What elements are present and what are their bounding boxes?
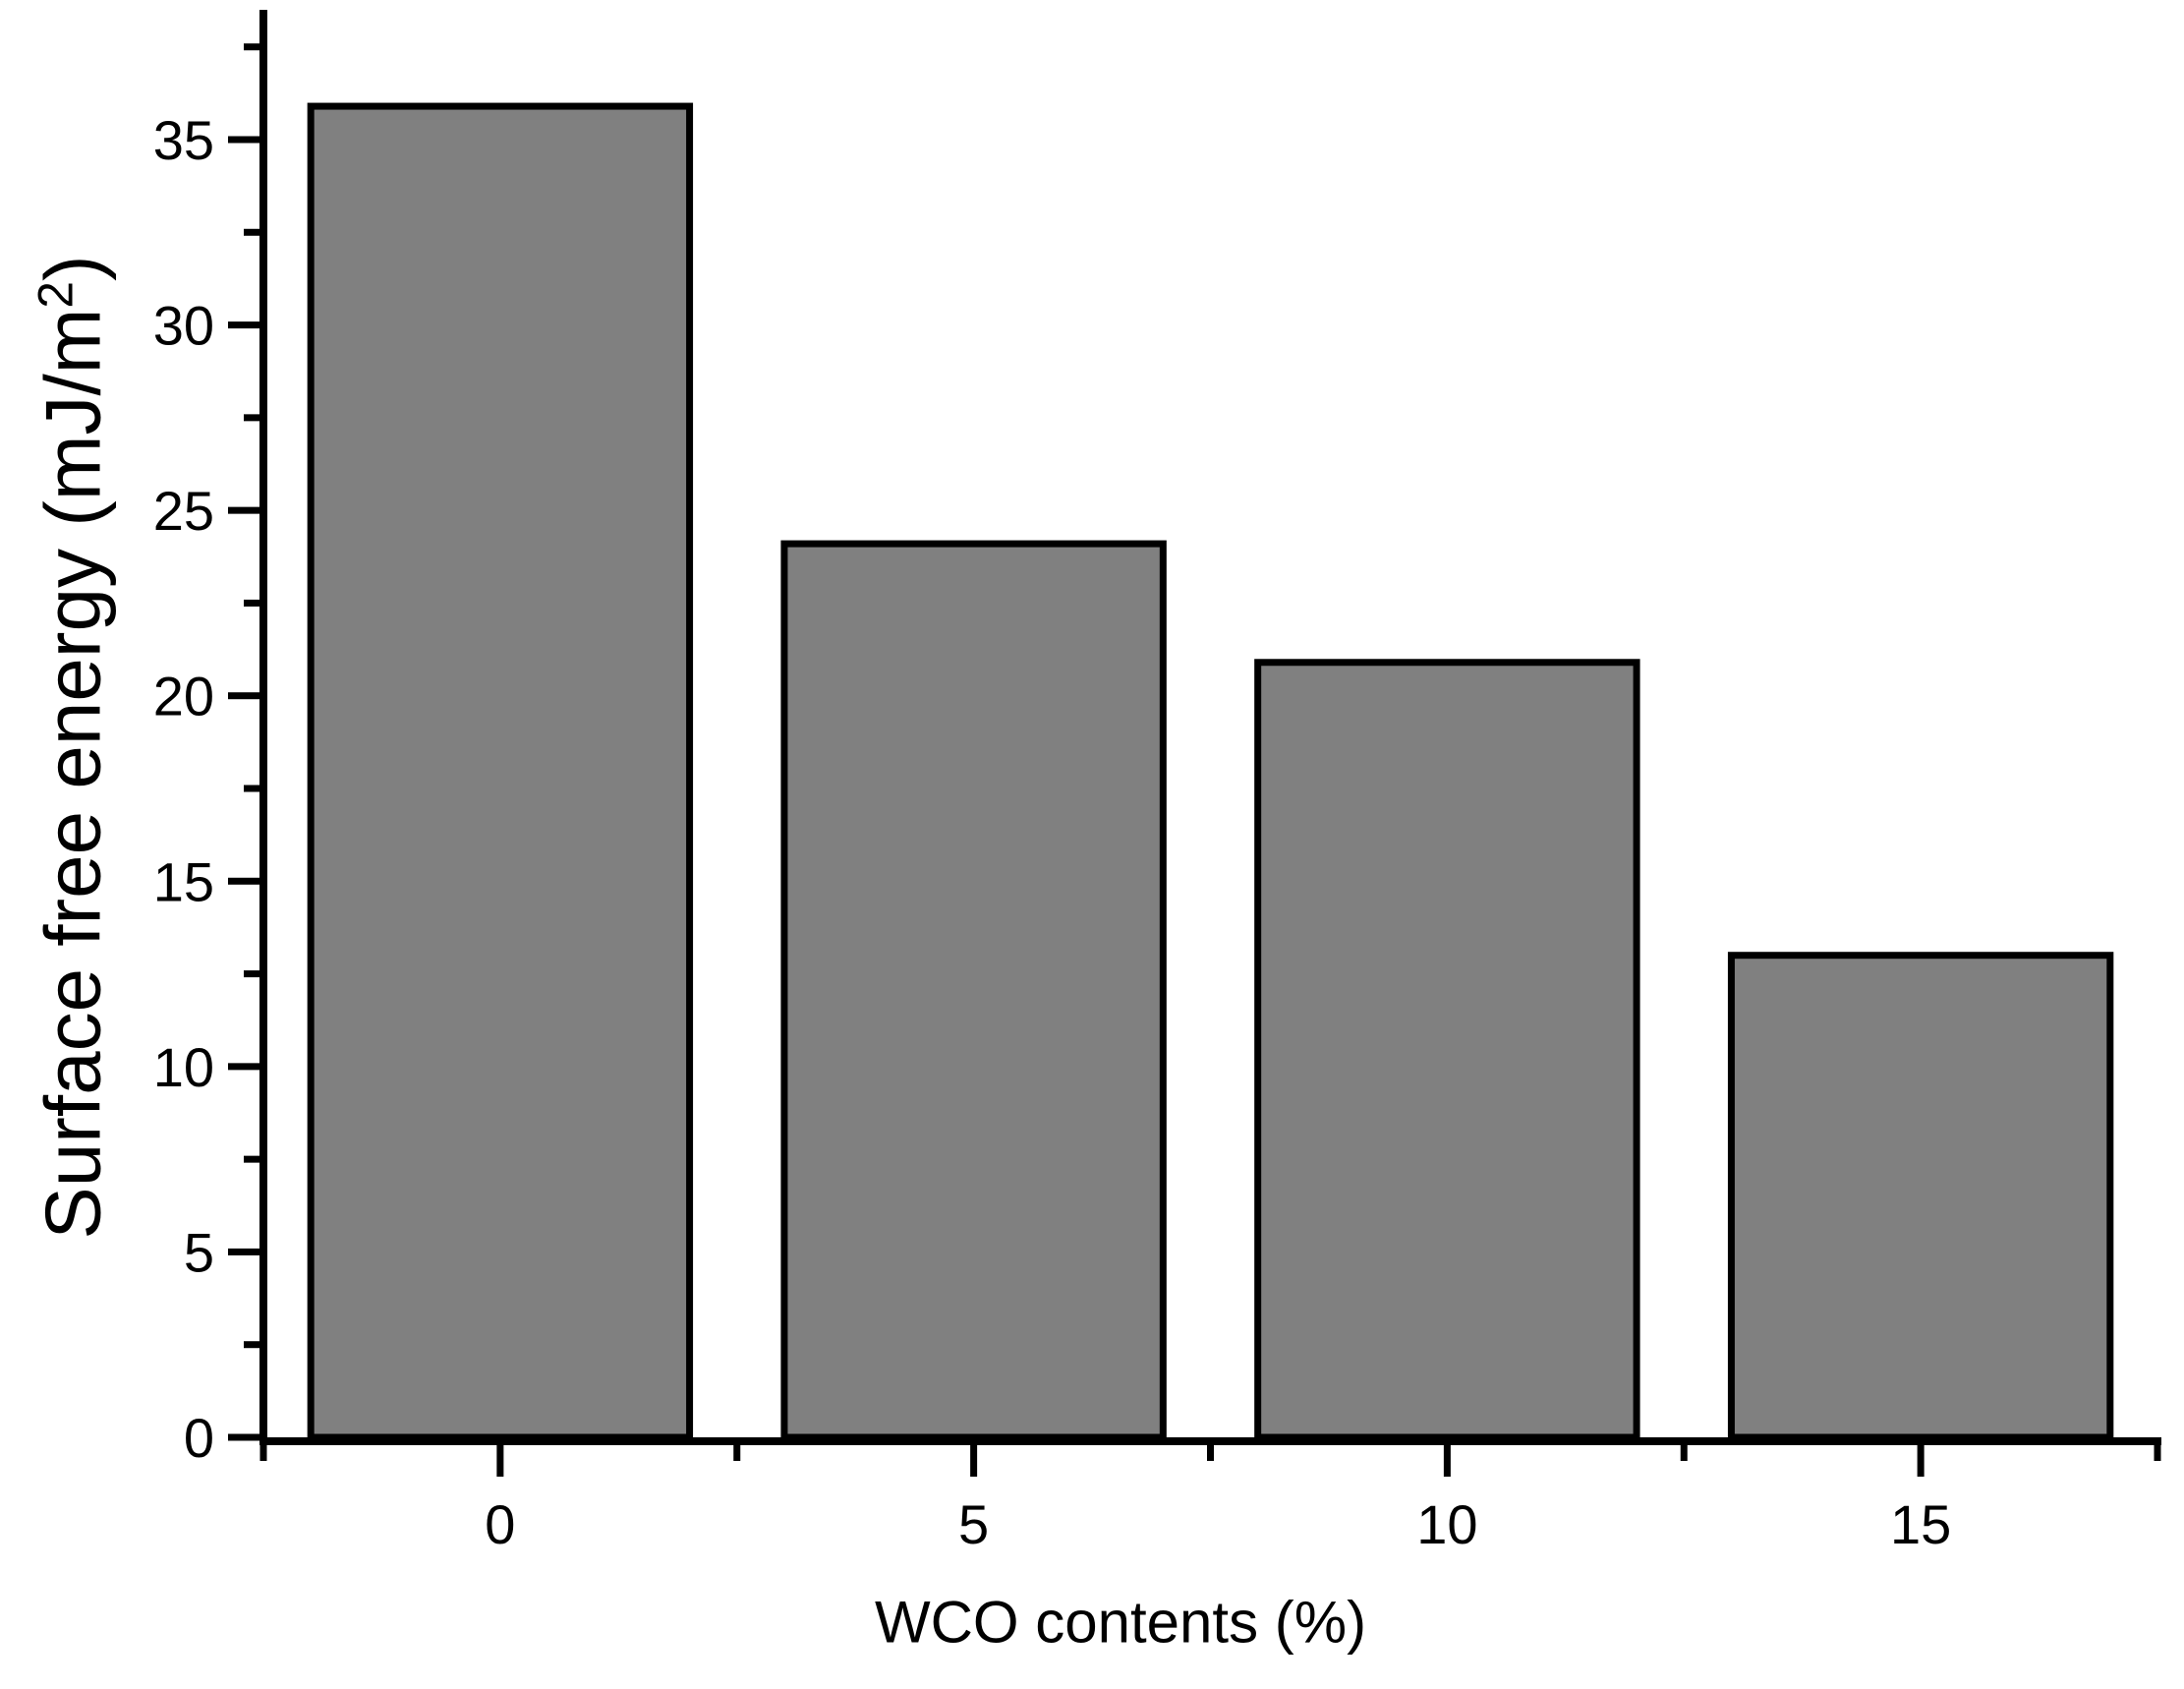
y-major-tick bbox=[228, 321, 259, 329]
y-tick-label: 15 bbox=[153, 850, 214, 912]
y-axis-title-superscript: 2 bbox=[28, 281, 84, 309]
x-minor-tick bbox=[259, 1445, 267, 1461]
y-minor-tick bbox=[244, 970, 259, 978]
x-minor-tick bbox=[1680, 1445, 1688, 1461]
y-tick-label: 30 bbox=[153, 295, 214, 357]
bar bbox=[1254, 659, 1640, 1441]
x-major-tick bbox=[1443, 1445, 1451, 1477]
x-tick-label: 0 bbox=[485, 1493, 515, 1555]
y-minor-tick bbox=[244, 785, 259, 792]
x-major-tick bbox=[970, 1445, 978, 1477]
y-major-tick bbox=[228, 1248, 259, 1255]
y-axis-title: Surface free energy (mJ/m2) bbox=[28, 255, 119, 1239]
y-minor-tick bbox=[244, 1155, 259, 1163]
x-tick-label: 10 bbox=[1416, 1493, 1477, 1555]
y-tick-label: 5 bbox=[184, 1221, 214, 1283]
y-major-tick bbox=[228, 692, 259, 700]
y-minor-tick bbox=[244, 43, 259, 51]
bar bbox=[307, 102, 694, 1441]
y-tick-label: 20 bbox=[153, 666, 214, 728]
x-axis-line bbox=[259, 1437, 2161, 1445]
y-major-tick bbox=[228, 506, 259, 514]
y-minor-tick bbox=[244, 599, 259, 607]
y-major-tick bbox=[228, 1433, 259, 1441]
y-major-tick bbox=[228, 1063, 259, 1071]
x-major-tick bbox=[1917, 1445, 1925, 1477]
x-tick-label: 5 bbox=[958, 1493, 989, 1555]
x-axis-title: WCO contents (%) bbox=[874, 1589, 1367, 1656]
x-tick-label: 15 bbox=[1890, 1493, 1951, 1555]
y-major-tick bbox=[228, 136, 259, 144]
x-minor-tick bbox=[1207, 1445, 1214, 1461]
y-minor-tick bbox=[244, 228, 259, 236]
y-tick-label: 0 bbox=[184, 1407, 214, 1469]
bar bbox=[1727, 952, 2114, 1441]
x-minor-tick bbox=[2154, 1445, 2161, 1461]
y-tick-label: 35 bbox=[153, 109, 214, 171]
y-minor-tick bbox=[244, 414, 259, 422]
x-major-tick bbox=[496, 1445, 504, 1477]
y-major-tick bbox=[228, 877, 259, 885]
y-minor-tick bbox=[244, 1341, 259, 1349]
y-tick-label: 10 bbox=[153, 1036, 214, 1098]
y-axis-title-text: Surface free energy (mJ/m bbox=[29, 308, 117, 1240]
y-axis-title-close-paren: ) bbox=[29, 255, 117, 282]
y-tick-label: 25 bbox=[153, 480, 214, 542]
y-axis-line bbox=[259, 10, 267, 1445]
x-minor-tick bbox=[733, 1445, 741, 1461]
bar bbox=[780, 540, 1167, 1441]
